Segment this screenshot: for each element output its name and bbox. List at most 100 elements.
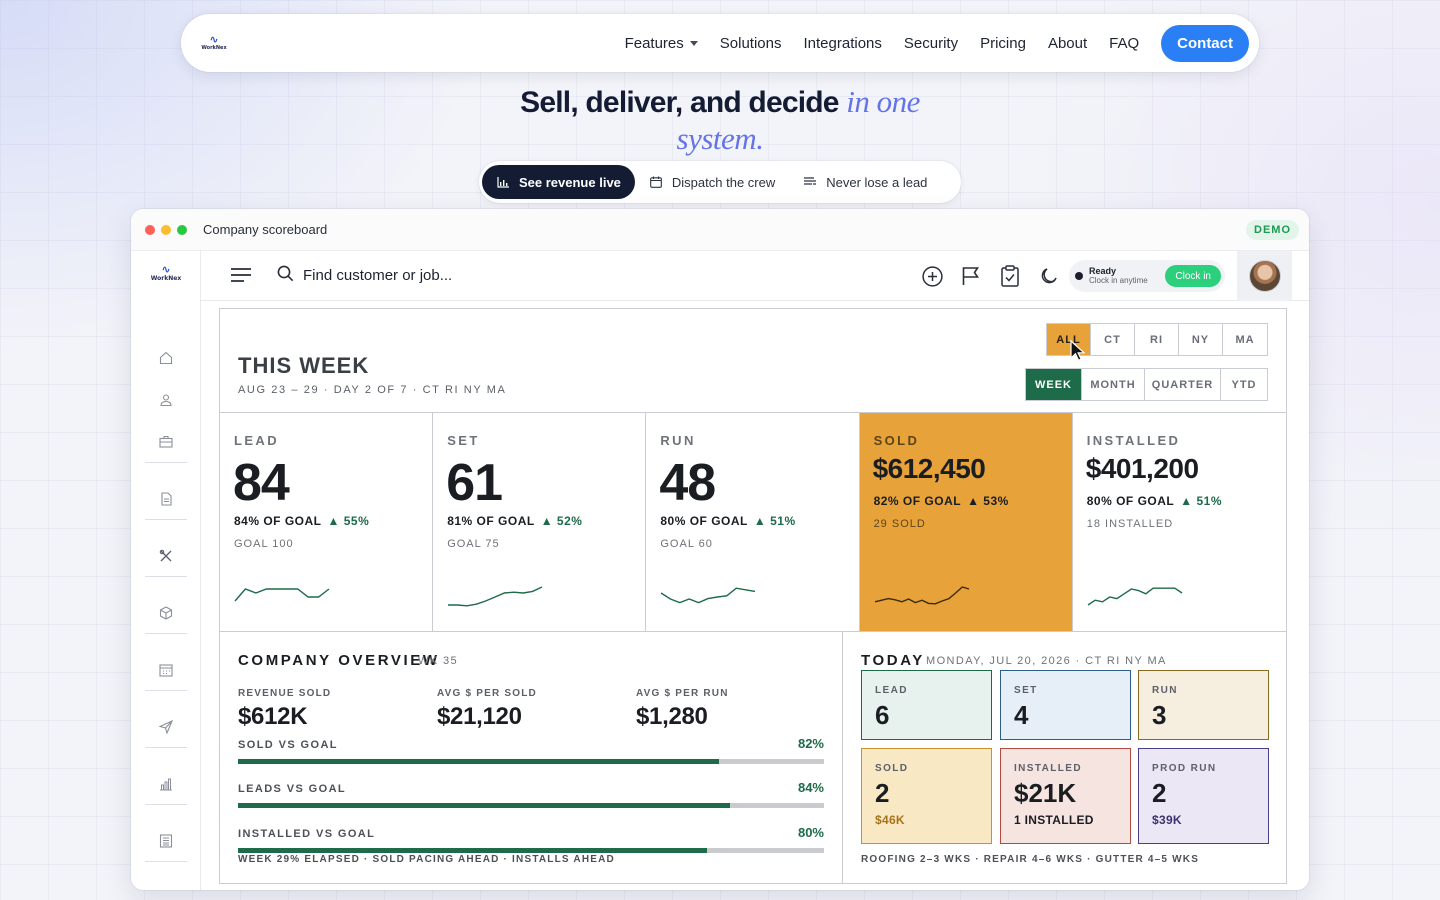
dashboard-header: THIS WEEK AUG 23 – 29 · DAY 2 OF 7 · CT … [220,309,1286,413]
tools-icon[interactable] [157,547,175,565]
tab-see-revenue-live[interactable]: See revenue live [482,165,635,199]
tab-dispatch-the-crew[interactable]: Dispatch the crew [635,165,789,199]
progress-fill [238,803,731,808]
kpi-sparkline [234,588,330,602]
briefcase-icon[interactable] [157,433,175,451]
progress-track [238,759,824,764]
region-option-ct[interactable]: CT [1091,324,1135,355]
search-input[interactable]: Find customer or job... [303,267,453,284]
kpi-subtext: 29 SOLD [873,518,926,530]
kpi-label: LEAD [234,433,279,448]
kpi-goal-line: 80% OF GOAL ▲ 51% [1087,494,1222,508]
nav-link-label: Features [624,34,684,52]
nav-link-integrations[interactable]: Integrations [803,34,882,52]
nav-link-about[interactable]: About [1047,34,1088,52]
today-card-label: PROD RUN [1152,763,1217,774]
sparkline-path [660,587,756,604]
period-option-ytd[interactable]: YTD [1231,378,1257,391]
calendar-icon[interactable] [157,661,175,679]
period-option-week[interactable]: WEEK [1026,369,1082,400]
kpi-card-set[interactable]: SET 61 81% OF GOAL ▲ 52% GOAL 75 [433,413,647,631]
nav-link-solutions[interactable]: Solutions [719,34,782,52]
progress-track [238,848,824,853]
nav-link-security[interactable]: Security [903,34,959,52]
progress-fill [238,759,719,764]
kpi-delta: ▲ 52% [540,514,583,528]
clock-in-button[interactable]: Clock in [1165,265,1221,287]
flag-icon[interactable] [960,265,982,287]
sidebar-divider [145,519,187,520]
kpi-card-lead[interactable]: LEAD 84 84% OF GOAL ▲ 55% GOAL 100 [220,413,434,631]
today-card-lead[interactable]: LEAD 6 [861,670,992,740]
mouse-cursor-icon [1070,340,1086,362]
report-icon[interactable] [157,832,175,850]
clipboard-check-icon[interactable] [999,265,1021,287]
sidebar-divider [145,804,187,805]
logo-wordmark: WorkNex [150,275,182,282]
sidebar-divider [145,690,187,691]
tab-label: Never lose a lead [826,174,928,190]
today-card-sold[interactable]: SOLD 2 $46K [861,748,992,844]
today-card-subtext: $39K [1152,813,1182,827]
kpi-goal-percent: 80% OF GOAL [660,514,748,528]
today-card-label: INSTALLED [1014,763,1082,774]
kpi-goal-percent: 81% OF GOAL [447,514,535,528]
region-option-all[interactable]: ALL [1047,324,1091,355]
nav-link-faq[interactable]: FAQ [1109,34,1140,52]
kpi-card-run[interactable]: RUN 48 80% OF GOAL ▲ 51% GOAL 60 [646,413,860,631]
brand-logo[interactable]: ∿ WorkNex [201,30,227,56]
overview-footnote: WEEK 29% ELAPSED · SOLD PACING AHEAD · I… [238,854,615,865]
list-icon [803,175,817,189]
home-icon[interactable] [157,349,175,367]
period-option-quarter[interactable]: QUARTER [1145,369,1221,400]
kpi-value: 84 [233,454,290,512]
sidebar-divider [145,462,187,463]
today-card-value: $21K [1014,778,1077,808]
page-subtitle: AUG 23 – 29 · DAY 2 OF 7 · CT RI NY MA [238,384,507,396]
period-option-month[interactable]: MONTH [1082,369,1145,400]
progress-percent: 80% [797,825,824,840]
sparkline-path [874,586,969,605]
region-option-ri[interactable]: RI [1135,324,1179,355]
region-option-ny[interactable]: NY [1179,324,1223,355]
user-icon[interactable] [157,391,175,409]
moon-icon[interactable] [1038,265,1060,287]
region-option-ma[interactable]: MA [1235,333,1255,346]
box-icon[interactable] [157,604,175,622]
sparkline-path [1087,587,1183,606]
contact-button[interactable]: Contact [1161,24,1249,62]
kpi-subtext: GOAL 75 [447,538,500,550]
search-bar[interactable]: Find customer or job... [277,265,452,286]
progress-label: LEADS VS GOAL [238,783,347,795]
today-card-subtext: $46K [875,813,905,827]
kpi-value: $612,450 [872,453,986,484]
window-minimize-button[interactable] [161,224,171,235]
add-circle-icon[interactable] [921,265,943,287]
chart-icon[interactable] [157,775,175,793]
today-footnote: ROOFING 2–3 WKS · REPAIR 4–6 WKS · GUTTE… [861,854,1200,865]
window-zoom-button[interactable] [177,224,187,235]
document-icon[interactable] [157,490,175,508]
kpi-goal-percent: 82% OF GOAL [873,494,962,508]
sidebar-logo[interactable]: ∿ WorkNex [150,264,182,289]
today-card-set[interactable]: SET 4 [1000,670,1131,740]
kpi-delta: ▲ 51% [1180,494,1222,508]
send-icon[interactable] [157,718,175,736]
window-close-button[interactable] [145,224,155,235]
tab-never-lose-a-lead[interactable]: Never lose a lead [789,165,941,199]
today-card-value: 2 [1152,778,1167,808]
nav-link-features[interactable]: Features [625,35,698,52]
kpi-goal-line: 84% OF GOAL ▲ 55% [234,514,369,528]
today-card-installed[interactable]: INSTALLED $21K 1 INSTALLED [1000,748,1131,844]
company-overview: COMPANY OVERVIEW WK 35 REVENUE SOLD $612… [220,632,843,884]
kpi-card-installed[interactable]: INSTALLED $401,200 80% OF GOAL ▲ 51% 18 INST… [1073,413,1286,631]
user-menu[interactable] [1237,251,1292,301]
nav-link-pricing[interactable]: Pricing [980,34,1026,52]
sidebar-divider [145,576,187,577]
hamburger-menu-icon[interactable] [231,267,251,283]
progress-percent: 84% [797,780,824,795]
kpi-card-sold[interactable]: SOLD $612,450 82% OF GOAL ▲ 53% 29 SOLD [859,413,1073,631]
tab-label: See revenue live [519,174,621,190]
today-card-run[interactable]: RUN 3 [1138,670,1269,740]
today-card-prod-run[interactable]: PROD RUN 2 $39K [1138,748,1269,844]
